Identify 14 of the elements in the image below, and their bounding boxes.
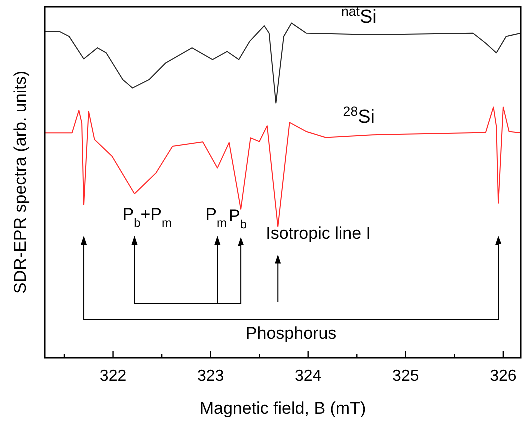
x-tick-label: 326 bbox=[490, 368, 517, 385]
series-label: $^{nat}$Si bbox=[341, 4, 377, 28]
annotation: Isotropic line I bbox=[266, 224, 372, 243]
x-tick-label: 325 bbox=[392, 368, 420, 385]
x-tick-label: 323 bbox=[197, 368, 224, 385]
x-tick-label: 324 bbox=[295, 368, 322, 385]
y-axis-title: SDR-EPR spectra (arb. units) bbox=[11, 71, 30, 294]
annotation: Phosphorus bbox=[246, 324, 337, 343]
x-axis-title: Magnetic field, B (mT) bbox=[200, 399, 366, 418]
annotation: P$_{b}$+P$_{m}$ bbox=[122, 205, 172, 230]
annotation: P$_{b}$ bbox=[229, 206, 248, 232]
annotation: P$_{m}$ bbox=[206, 205, 227, 230]
x-tick-label: 322 bbox=[100, 368, 127, 385]
series-label: $^{28}$Si bbox=[343, 104, 376, 128]
